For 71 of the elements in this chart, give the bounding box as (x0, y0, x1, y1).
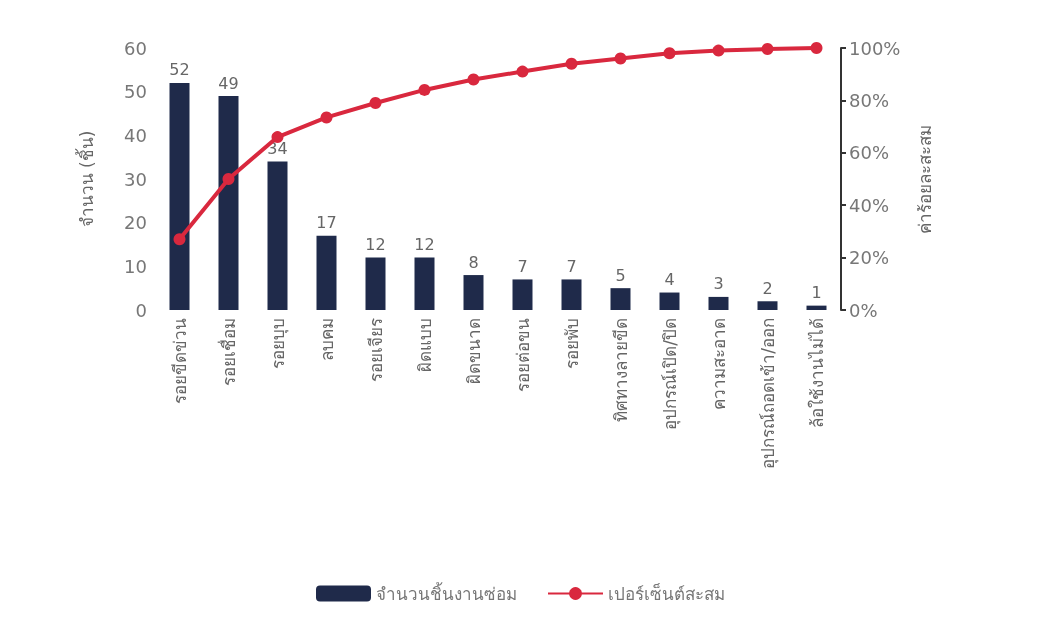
data-label: 2 (762, 278, 773, 298)
point (418, 83, 431, 96)
y2-tick-label: 40% (849, 194, 890, 216)
y-tick-label: 40 (124, 124, 147, 146)
y2-tick-label: 100% (849, 37, 901, 59)
x-tick-label: ล้อใช้งานไม่ได้ (806, 318, 827, 428)
x-tick-label: อุปกรณ์เปิด/ปิด (659, 318, 681, 430)
x-tick-label: รอยขีดข่วน (169, 318, 190, 404)
y2-tick-label: 60% (849, 142, 890, 164)
bar (659, 292, 680, 310)
y2-tick-label: 20% (849, 247, 890, 269)
x-tick-label: รอยต่อขน (512, 318, 533, 392)
bar (463, 275, 484, 310)
point (761, 43, 774, 56)
y-tick-label: 10 (124, 255, 147, 277)
data-label: 7 (566, 256, 577, 276)
bar (316, 235, 337, 310)
data-label: 49 (218, 73, 239, 93)
x-tick-label: อุปกรณ์ถอดเข้า/ออก (757, 318, 779, 469)
data-label: 52 (169, 60, 190, 80)
point (369, 97, 382, 110)
data-label: 5 (615, 265, 626, 285)
point (565, 57, 578, 70)
x-tick-label: รอยบุบ (267, 318, 289, 369)
bar (806, 305, 827, 310)
y2-tick-label: 80% (849, 89, 890, 111)
data-label: 12 (365, 235, 386, 255)
x-tick-label: รอยเจียร (365, 318, 386, 382)
bar (414, 257, 435, 310)
data-label: 3 (713, 274, 724, 294)
x-tick-label: รอยเชื่อม (216, 318, 239, 386)
x-tick-label: ทิศทางลายขีด (610, 318, 631, 422)
data-label: 1 (811, 283, 822, 303)
y-axis-title: จำนวน (ชิ้น) (74, 130, 97, 228)
point (320, 111, 333, 124)
data-label: 7 (517, 256, 528, 276)
x-tick-label: ความสะอาด (708, 318, 729, 410)
point (173, 233, 186, 246)
bar (365, 257, 386, 310)
y2-tick-label: 0% (849, 299, 878, 321)
data-label: 4 (664, 270, 675, 290)
data-label: 8 (468, 252, 479, 272)
bar (218, 96, 239, 310)
point (467, 73, 480, 86)
legend-label: จำนวนชิ้นงานซ่อม (376, 581, 517, 604)
y2-axis-title: ค่าร้อยละสะสม (914, 124, 935, 234)
y-tick-label: 50 (124, 81, 147, 103)
x-tick-label: ผิดแบบ (414, 318, 435, 372)
bar (512, 279, 533, 310)
bar (169, 82, 190, 310)
point (614, 52, 627, 65)
y-tick-label: 30 (124, 168, 147, 190)
y-tick-label: 0 (135, 299, 147, 321)
bar (561, 279, 582, 310)
point (663, 47, 676, 60)
bar (267, 161, 288, 310)
point (516, 65, 529, 78)
x-tick-label: ลบคม (316, 318, 337, 361)
y-tick-label: 20 (124, 212, 147, 234)
y-tick-label: 60 (124, 37, 147, 59)
x-tick-label: ผิดขนาด (463, 318, 484, 384)
x-tick-label: รอยพับ (561, 318, 582, 369)
legend-label: เปอร์เซ็นต์สะสม (608, 582, 725, 604)
bar (708, 296, 729, 310)
point (810, 42, 823, 54)
point (222, 173, 235, 185)
point (712, 44, 725, 57)
bar (610, 288, 631, 310)
bar (757, 301, 778, 310)
data-label: 12 (414, 235, 435, 255)
data-label: 17 (316, 213, 337, 233)
